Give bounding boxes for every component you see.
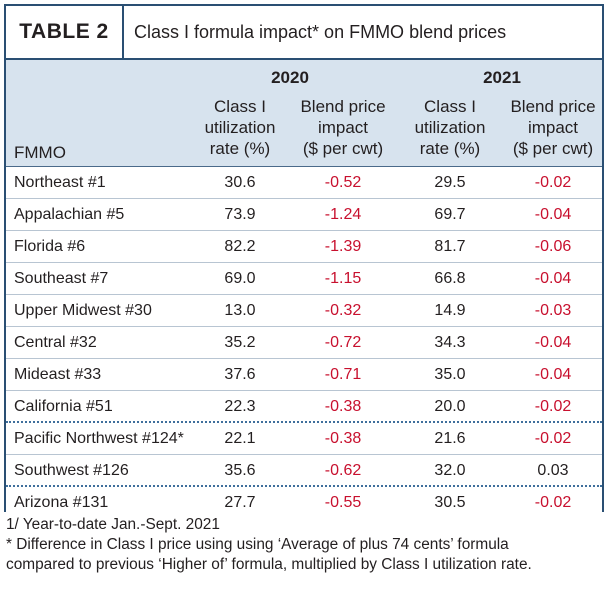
utilization-2021: 66.8 — [434, 270, 466, 287]
fmmo-name: Appalachian #5 — [14, 206, 125, 223]
fmmo-name: Central #32 — [14, 334, 97, 351]
column-header-fmmo: FMMO — [14, 143, 66, 162]
fmmo-name: Mideast #33 — [14, 366, 102, 383]
blend-impact-2020: -0.32 — [324, 302, 362, 319]
fmmo-name: Northeast #1 — [14, 174, 106, 191]
utilization-2020: 69.0 — [224, 270, 256, 287]
utilization-2020: 22.1 — [224, 430, 256, 447]
utilization-2020: 73.9 — [224, 206, 256, 223]
column-header-utilization-2020: Class I utilization rate (%) — [204, 97, 276, 158]
year-header-2021: 2021 — [483, 68, 521, 87]
year-header-2020: 2020 — [271, 68, 309, 87]
fmmo-name: Upper Midwest #30 — [14, 302, 152, 319]
fmmo-name: Florida #6 — [14, 238, 86, 255]
blend-impact-2020: -1.39 — [324, 238, 362, 255]
table-row: Pacific Northwest #124* 22.1 -0.38 21.6 … — [6, 423, 602, 455]
blend-impact-2021: -0.04 — [534, 206, 572, 223]
blend-impact-2020: -0.72 — [324, 334, 362, 351]
utilization-2021: 32.0 — [434, 462, 466, 479]
utilization-2020: 22.3 — [224, 398, 256, 415]
title-bar: TABLE 2 Class I formula impact* on FMMO … — [6, 6, 602, 60]
utilization-2020: 82.2 — [224, 238, 256, 255]
fmmo-name: California #51 — [14, 398, 113, 415]
blend-impact-2021: 0.03 — [537, 462, 569, 479]
table-label: TABLE 2 — [6, 6, 124, 58]
column-header-blend-2020: Blend price impact ($ per cwt) — [300, 97, 386, 158]
utilization-2021: 14.9 — [434, 302, 466, 319]
footnote-2-line-1: * Difference in Class I price using usin… — [6, 536, 509, 553]
blend-impact-2020: -0.52 — [324, 174, 362, 191]
utilization-2021: 21.6 — [434, 430, 466, 447]
utilization-2021: 30.5 — [434, 494, 466, 511]
utilization-2021: 29.5 — [434, 174, 466, 191]
fmmo-name: Pacific Northwest #124* — [14, 430, 184, 447]
utilization-2020: 27.7 — [224, 494, 256, 511]
blend-impact-2020: -0.71 — [324, 366, 362, 383]
blend-impact-2021: -0.03 — [534, 302, 572, 319]
blend-impact-2020: -1.15 — [324, 270, 362, 287]
table-row: Arizona #131 27.7 -0.55 30.5 -0.02 — [6, 487, 602, 519]
table-row: Florida #6 82.2 -1.39 81.7 -0.06 — [6, 231, 602, 263]
table-row: Central #32 35.2 -0.72 34.3 -0.04 — [6, 327, 602, 359]
utilization-2020: 35.6 — [224, 462, 256, 479]
utilization-2021: 20.0 — [434, 398, 466, 415]
blend-impact-2021: -0.02 — [534, 174, 572, 191]
table-row: California #51 22.3 -0.38 20.0 -0.02 — [6, 391, 602, 423]
table-row: Northeast #1 30.6 -0.52 29.5 -0.02 — [6, 167, 602, 199]
table-body: Northeast #1 30.6 -0.52 29.5 -0.02 Appal… — [6, 167, 602, 519]
table-row: Upper Midwest #30 13.0 -0.32 14.9 -0.03 — [6, 295, 602, 327]
utilization-2020: 35.2 — [224, 334, 256, 351]
blend-impact-2020: -0.38 — [324, 430, 362, 447]
table-row: Appalachian #5 73.9 -1.24 69.7 -0.04 — [6, 199, 602, 231]
table-row: Southwest #126 35.6 -0.62 32.0 0.03 — [6, 455, 602, 487]
utilization-2020: 13.0 — [224, 302, 256, 319]
utilization-2021: 81.7 — [434, 238, 466, 255]
utilization-2021: 35.0 — [434, 366, 466, 383]
column-header-blend-2021: Blend price impact ($ per cwt) — [510, 97, 596, 158]
table-title: Class I formula impact* on FMMO blend pr… — [134, 22, 507, 42]
table-frame: TABLE 2 Class I formula impact* on FMMO … — [4, 4, 604, 519]
utilization-2020: 37.6 — [224, 366, 256, 383]
utilization-2021: 69.7 — [434, 206, 466, 223]
column-header-utilization-2021: Class I utilization rate (%) — [414, 97, 486, 158]
table-row: Mideast #33 37.6 -0.71 35.0 -0.04 — [6, 359, 602, 391]
utilization-2020: 30.6 — [224, 174, 256, 191]
footnote-2-line-2: compared to previous ‘Higher of’ formula… — [6, 556, 532, 573]
fmmo-name: Southwest #126 — [14, 462, 129, 479]
blend-impact-2020: -0.38 — [324, 398, 362, 415]
blend-impact-2021: -0.02 — [534, 494, 572, 511]
fmmo-name: Arizona #131 — [14, 494, 109, 511]
header-divider — [6, 166, 602, 167]
blend-impact-2021: -0.06 — [534, 238, 572, 255]
fmmo-name: Southeast #7 — [14, 270, 109, 287]
footnote-1: 1/ Year-to-date Jan.-Sept. 2021 — [6, 516, 220, 533]
blend-impact-2021: -0.04 — [534, 334, 572, 351]
blend-impact-2021: -0.02 — [534, 398, 572, 415]
blend-impact-2020: -1.24 — [324, 206, 362, 223]
blend-impact-2021: -0.04 — [534, 366, 572, 383]
blend-impact-2021: -0.04 — [534, 270, 572, 287]
blend-impact-2020: -0.55 — [324, 494, 362, 511]
footnotes: 1/ Year-to-date Jan.-Sept. 2021 * Differ… — [6, 515, 606, 575]
blend-impact-2020: -0.62 — [324, 462, 362, 479]
utilization-2021: 34.3 — [434, 334, 466, 351]
table-row: Southeast #7 69.0 -1.15 66.8 -0.04 — [6, 263, 602, 295]
blend-impact-2021: -0.02 — [534, 430, 572, 447]
